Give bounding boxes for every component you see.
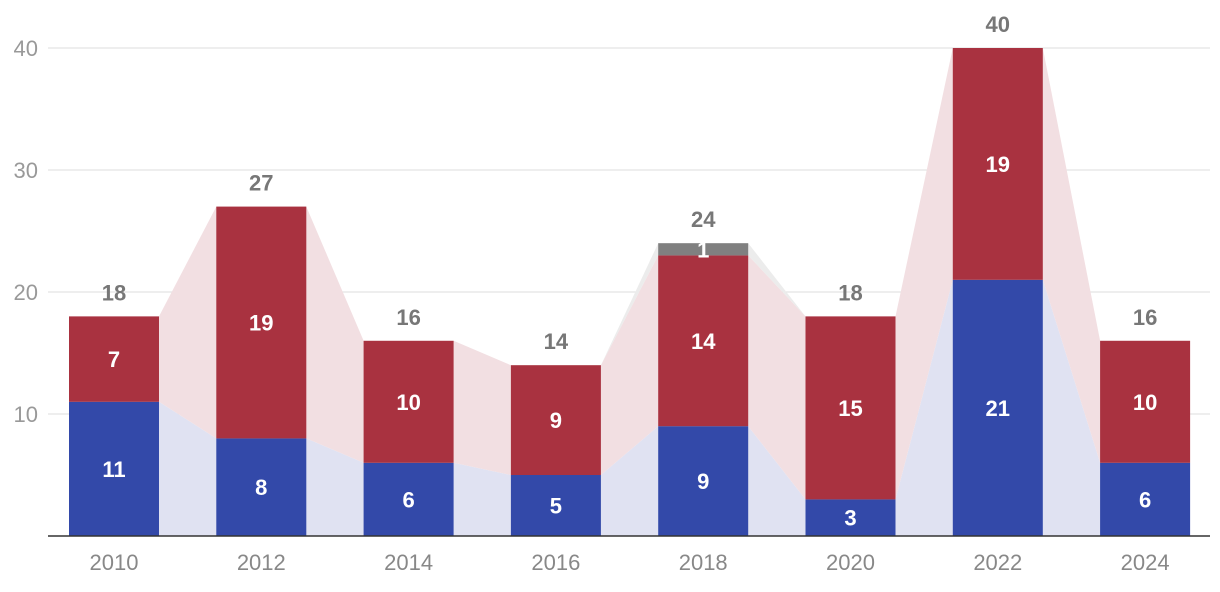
- bar-total-label: 24: [691, 207, 716, 232]
- bar-segment: [1100, 462, 1191, 536]
- series-area-1: [69, 279, 1191, 536]
- bar-value-label: 7: [108, 347, 120, 372]
- bar-value-label: 11: [102, 457, 125, 482]
- bar-segment: [510, 475, 601, 536]
- bar-segment: [69, 316, 159, 402]
- y-axis-ticks: 10 20 30 40: [14, 36, 38, 427]
- bar-segment: [1100, 340, 1191, 463]
- bar-value-label: 5: [550, 494, 562, 519]
- bar-segment: [658, 243, 749, 256]
- bar-value-label: 19: [986, 152, 1010, 177]
- bar-value-label: 9: [550, 408, 562, 433]
- y-tick-label: 10: [14, 402, 38, 427]
- bar-value-label: 15: [838, 396, 862, 421]
- bar-value-label: 10: [1133, 390, 1157, 415]
- bar-segment: [952, 48, 1043, 280]
- background-areas: [69, 48, 1191, 536]
- bar-segment: [216, 438, 307, 536]
- bar-value-label: 6: [1139, 487, 1151, 512]
- x-axis-ticks: 2010 2012 2014 2016 2018 2020 2022 2024: [90, 550, 1170, 575]
- bar-segment: [805, 499, 896, 536]
- x-tick-label: 2012: [237, 550, 286, 575]
- bar-segment: [69, 401, 159, 536]
- y-tick-label: 20: [14, 280, 38, 305]
- x-tick-label: 2022: [973, 550, 1022, 575]
- bars: [69, 48, 1191, 536]
- bar-segment: [216, 206, 307, 439]
- bar-value-label: 8: [255, 475, 267, 500]
- series-area-2: [69, 48, 1191, 500]
- bar-total-label: 16: [1133, 305, 1157, 330]
- bar-total-label: 27: [249, 171, 273, 196]
- x-tick-label: 2018: [679, 550, 728, 575]
- bar-segment: [952, 279, 1043, 536]
- data-labels: 118 6 593216719109141519101182716142418401…: [102, 12, 1158, 531]
- bar-value-label: 10: [396, 390, 420, 415]
- bar-segment: [510, 365, 601, 475]
- y-tick-label: 40: [14, 36, 38, 61]
- bar-total-label: 18: [838, 280, 862, 305]
- bar-value-label: 21: [986, 396, 1010, 421]
- bar-value-label: 9: [697, 469, 709, 494]
- bar-value-label: 19: [249, 311, 273, 336]
- y-tick-label: 30: [14, 158, 38, 183]
- bar-segment: [363, 462, 454, 536]
- bar-total-label: 14: [544, 329, 569, 354]
- bar-total-label: 18: [102, 280, 126, 305]
- bar-segment: [363, 340, 454, 463]
- bar-value-label: 3: [844, 506, 856, 531]
- bar-segment: [658, 426, 749, 536]
- x-tick-label: 2016: [531, 550, 580, 575]
- bar-total-label: 16: [396, 305, 420, 330]
- bar-value-label: 1: [697, 237, 709, 262]
- x-tick-label: 2014: [384, 550, 433, 575]
- bar-segment: [805, 316, 896, 500]
- bar-value-label: 14: [691, 329, 716, 354]
- bar-value-label: 6: [402, 487, 414, 512]
- bar-segment: [658, 255, 749, 427]
- x-tick-label: 2020: [826, 550, 875, 575]
- bar-total-label: 40: [986, 12, 1010, 37]
- x-tick-label: 2024: [1121, 550, 1170, 575]
- x-tick-label: 2010: [90, 550, 139, 575]
